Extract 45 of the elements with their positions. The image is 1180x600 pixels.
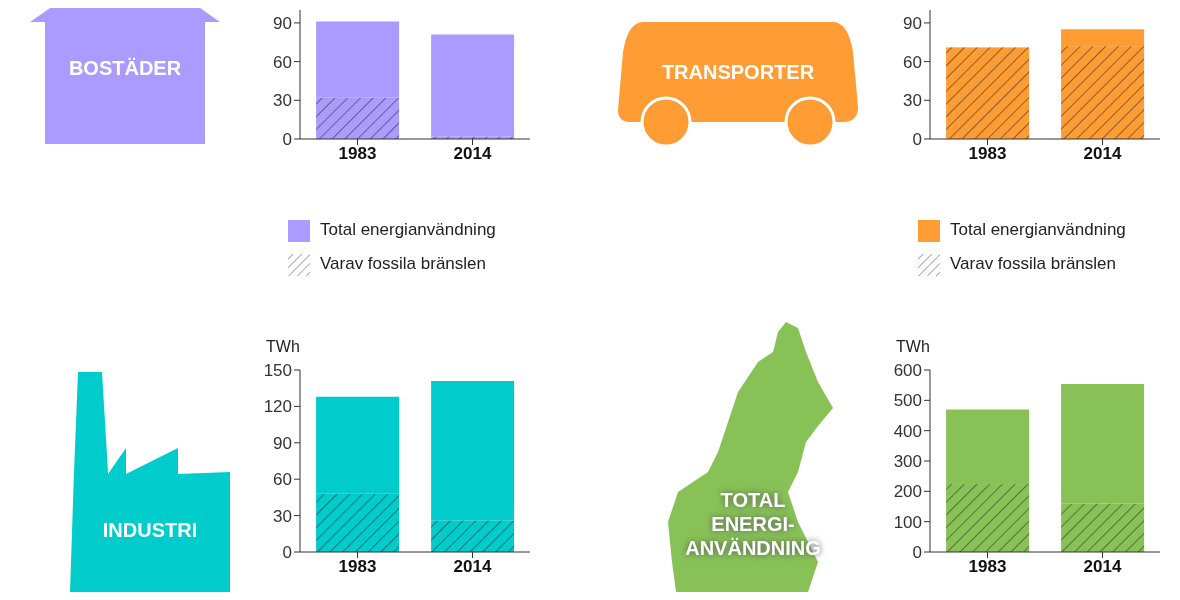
y-tick-label: 90 — [273, 13, 292, 33]
legend-label: Varav fossila bränslen — [950, 253, 1117, 275]
legend-label: Varav fossila bränslen — [320, 253, 487, 275]
bar — [431, 380, 515, 521]
bar — [946, 409, 1030, 485]
y-tick-label: 90 — [903, 13, 922, 33]
x-tick-label: 2014 — [1083, 557, 1122, 577]
x-tick-label: 2014 — [1083, 144, 1122, 164]
y-axis-title: TWh — [896, 338, 931, 356]
text: TRANSPORTER — [660, 60, 816, 84]
y-tick-label: 30 — [273, 91, 292, 111]
y-tick-label: 0 — [282, 130, 292, 150]
y-tick-label: 200 — [893, 482, 922, 502]
x-tick-label: 1983 — [968, 144, 1007, 164]
bar — [316, 396, 400, 494]
y-tick-label: 60 — [273, 52, 292, 72]
y-tick-label: 150 — [263, 361, 292, 381]
y-tick-label: 300 — [893, 452, 922, 472]
bar — [316, 21, 400, 98]
y-tick-label: 60 — [903, 52, 922, 72]
bar — [1061, 29, 1145, 47]
y-tick-label: 400 — [893, 421, 922, 441]
y-axis-title: TWh — [266, 338, 301, 356]
y-tick-label: 0 — [912, 130, 922, 150]
y-tick-label: 500 — [893, 391, 922, 411]
legend-label: Total energianvändning — [950, 219, 1127, 241]
text: BOSTÄDER — [67, 56, 183, 80]
text: INDUSTRI — [101, 518, 199, 542]
legend-label: Total energianvändning — [320, 219, 497, 241]
y-tick-label: 90 — [273, 433, 292, 453]
y-tick-label: 100 — [893, 512, 922, 532]
y-tick-label: 30 — [273, 506, 292, 526]
y-tick-label: 0 — [282, 543, 292, 563]
x-tick-label: 1983 — [338, 144, 377, 164]
x-tick-label: 1983 — [968, 557, 1007, 577]
bar — [1061, 383, 1145, 504]
y-tick-label: 600 — [893, 361, 922, 381]
x-tick-label: 2014 — [453, 144, 492, 164]
y-tick-label: 30 — [903, 91, 922, 111]
bar — [431, 34, 515, 137]
x-tick-label: 2014 — [453, 557, 492, 577]
y-tick-label: 120 — [263, 397, 292, 417]
y-tick-label: 0 — [912, 543, 922, 563]
y-tick-label: 60 — [273, 470, 292, 490]
x-tick-label: 1983 — [338, 557, 377, 577]
